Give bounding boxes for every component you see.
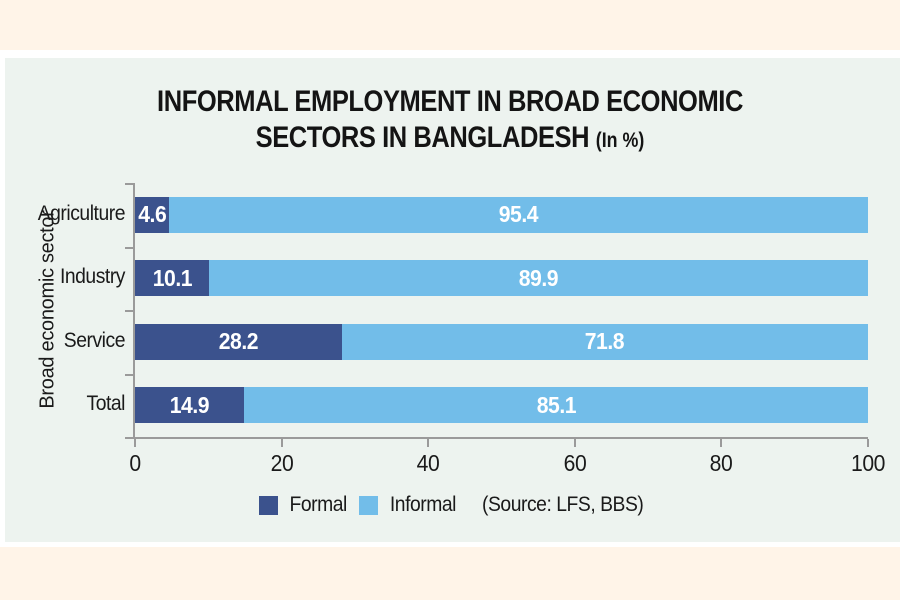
x-axis-tick — [720, 439, 723, 447]
legend-label-formal: Formal — [289, 493, 348, 516]
category-label-service: Service — [63, 328, 126, 352]
x-axis-tick — [280, 439, 283, 447]
x-axis-tick — [427, 439, 430, 447]
legend: Formal Informal (Source: LFS, BBS) — [0, 492, 900, 518]
y-axis-tick — [125, 373, 133, 376]
bar-service-informal: 71.8 — [341, 323, 868, 360]
bar-service-formal: 28.2 — [135, 323, 342, 360]
y-axis-title: Broad economic sector — [36, 210, 59, 409]
chart-title: INFORMAL EMPLOYMENT IN BROAD ECONOMIC SE… — [0, 84, 900, 159]
x-tick-label-20: 20 — [270, 450, 293, 476]
bar-value-label: 28.2 — [218, 328, 259, 355]
x-tick-label-80: 80 — [710, 450, 733, 476]
chart-title-line2: SECTORS IN BANGLADESH (In %) — [255, 121, 645, 154]
y-axis-tick — [125, 246, 133, 249]
chart-panel — [0, 50, 900, 547]
x-axis-tick — [573, 439, 576, 447]
bar-value-label: 4.6 — [137, 201, 167, 228]
chart-title-line1: INFORMAL EMPLOYMENT IN BROAD ECONOMIC — [157, 85, 743, 118]
bar-value-label: 85.1 — [536, 391, 576, 418]
x-tick-label-100: 100 — [851, 450, 885, 476]
y-axis-tick — [125, 310, 133, 312]
y-axis-line — [133, 183, 135, 437]
category-label-industry: Industry — [59, 265, 126, 289]
bar-value-label: 10.1 — [152, 264, 192, 291]
bar-value-label: 71.8 — [585, 328, 625, 355]
bar-total-formal: 14.9 — [135, 387, 245, 424]
y-axis-tick — [125, 437, 133, 439]
category-label-total: Total — [86, 392, 125, 416]
bar-industry-formal: 10.1 — [135, 260, 210, 297]
legend-swatch-informal — [358, 495, 378, 515]
legend-swatch-formal — [259, 495, 279, 515]
bar-agriculture-formal: 4.6 — [135, 196, 169, 233]
bar-total-informal: 85.1 — [244, 387, 868, 424]
y-axis-tick — [125, 183, 133, 185]
category-label-agriculture: Agriculture — [37, 201, 126, 225]
chart-title-unit: (In %) — [595, 129, 645, 152]
source-note: (Source: LFS, BBS) — [482, 493, 644, 516]
bar-value-label: 89.9 — [518, 264, 559, 291]
x-axis-tick — [134, 439, 136, 447]
bar-value-label: 95.4 — [498, 201, 539, 228]
x-tick-label-0: 0 — [129, 450, 141, 476]
bar-value-label: 14.9 — [169, 391, 210, 418]
bar-industry-informal: 89.9 — [209, 260, 868, 297]
x-tick-label-60: 60 — [563, 450, 587, 476]
legend-label-informal: Informal — [389, 493, 456, 516]
x-axis-tick — [867, 439, 869, 447]
x-tick-label-40: 40 — [416, 450, 440, 476]
bar-agriculture-informal: 95.4 — [168, 196, 868, 233]
x-axis-line — [133, 437, 868, 439]
